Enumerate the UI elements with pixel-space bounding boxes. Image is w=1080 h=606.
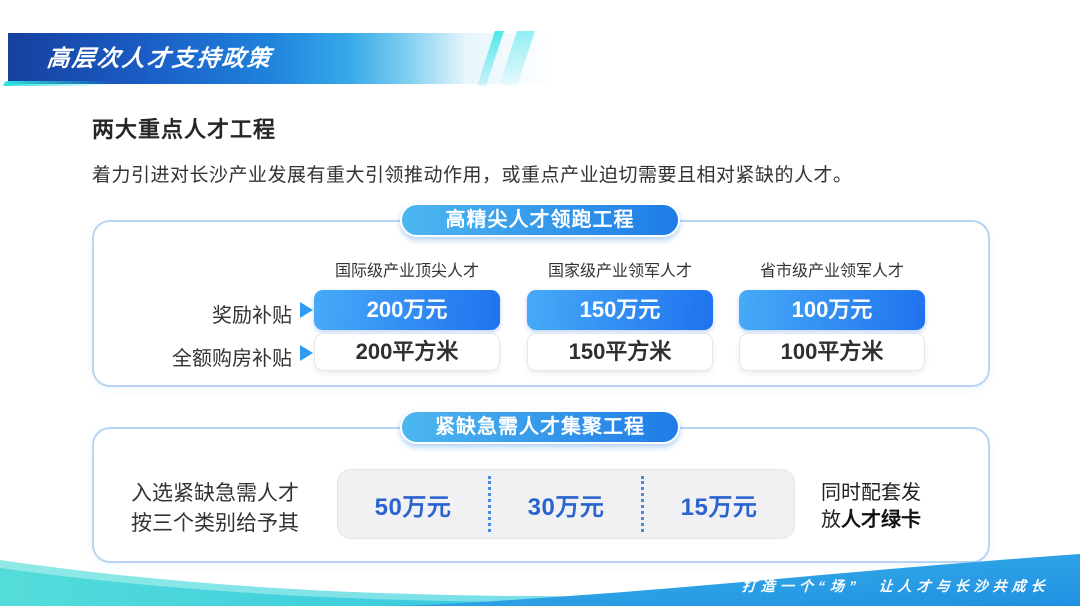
reward-value: 100万元	[739, 290, 925, 330]
diagonal-slash-icon	[499, 31, 535, 86]
project1-badge: 高精尖人才领跑工程	[400, 203, 680, 237]
housing-value: 100平方米	[739, 333, 925, 371]
project2-left-line1: 入选紧缺急需人才	[131, 482, 299, 505]
amount-box: 50万元 30万元 15万元	[337, 469, 795, 539]
reward-value: 150万元	[527, 290, 713, 330]
row-label-reward: 奖励补贴	[212, 305, 292, 327]
dotted-divider	[641, 476, 644, 532]
page-title: 高层次人才支持政策	[45, 45, 274, 71]
project1-column-header: 省市级产业领军人才	[759, 263, 904, 280]
project1-column-header: 国际级产业顶尖人才	[334, 263, 479, 280]
amount-value: 50万元	[374, 493, 452, 521]
amount-value: 15万元	[680, 493, 758, 521]
diagonal-slash-icon	[477, 31, 504, 86]
header-bar: 高层次人才支持政策	[2, 31, 628, 86]
wave-graphic	[0, 554, 1080, 606]
section-heading: 两大重点人才工程	[92, 117, 277, 142]
section-description: 着力引进对长沙产业发展有重大引领推动作用，或重点产业迫切需要且相对紧缺的人才。	[92, 165, 853, 186]
housing-value: 150平方米	[527, 333, 713, 371]
row-label-housing: 全额购房补贴	[172, 348, 292, 370]
right-text-bold: 人才绿卡	[841, 509, 921, 531]
project2-left-text: 入选紧缺急需人才 按三个类别给予其	[131, 479, 299, 539]
footer-slogan: 打造一个“场” 让人才与长沙共成长	[741, 578, 1051, 594]
arrow-right-icon	[300, 302, 313, 318]
project1-column-header: 国家级产业领军人才	[547, 263, 692, 280]
project2-left-line2: 按三个类别给予其	[131, 512, 299, 535]
arrow-right-icon	[300, 345, 313, 361]
reward-value: 200万元	[314, 290, 500, 330]
housing-value: 200平方米	[314, 333, 500, 371]
project2-badge: 紧缺急需人才集聚工程	[400, 410, 680, 444]
project2-right-text: 同时配套发放人才绿卡	[821, 480, 933, 534]
dotted-divider	[488, 476, 491, 532]
right-text-prefix: 同时配套发放	[821, 482, 921, 531]
amount-value: 30万元	[527, 493, 605, 521]
teal-accent-line	[2, 81, 118, 86]
